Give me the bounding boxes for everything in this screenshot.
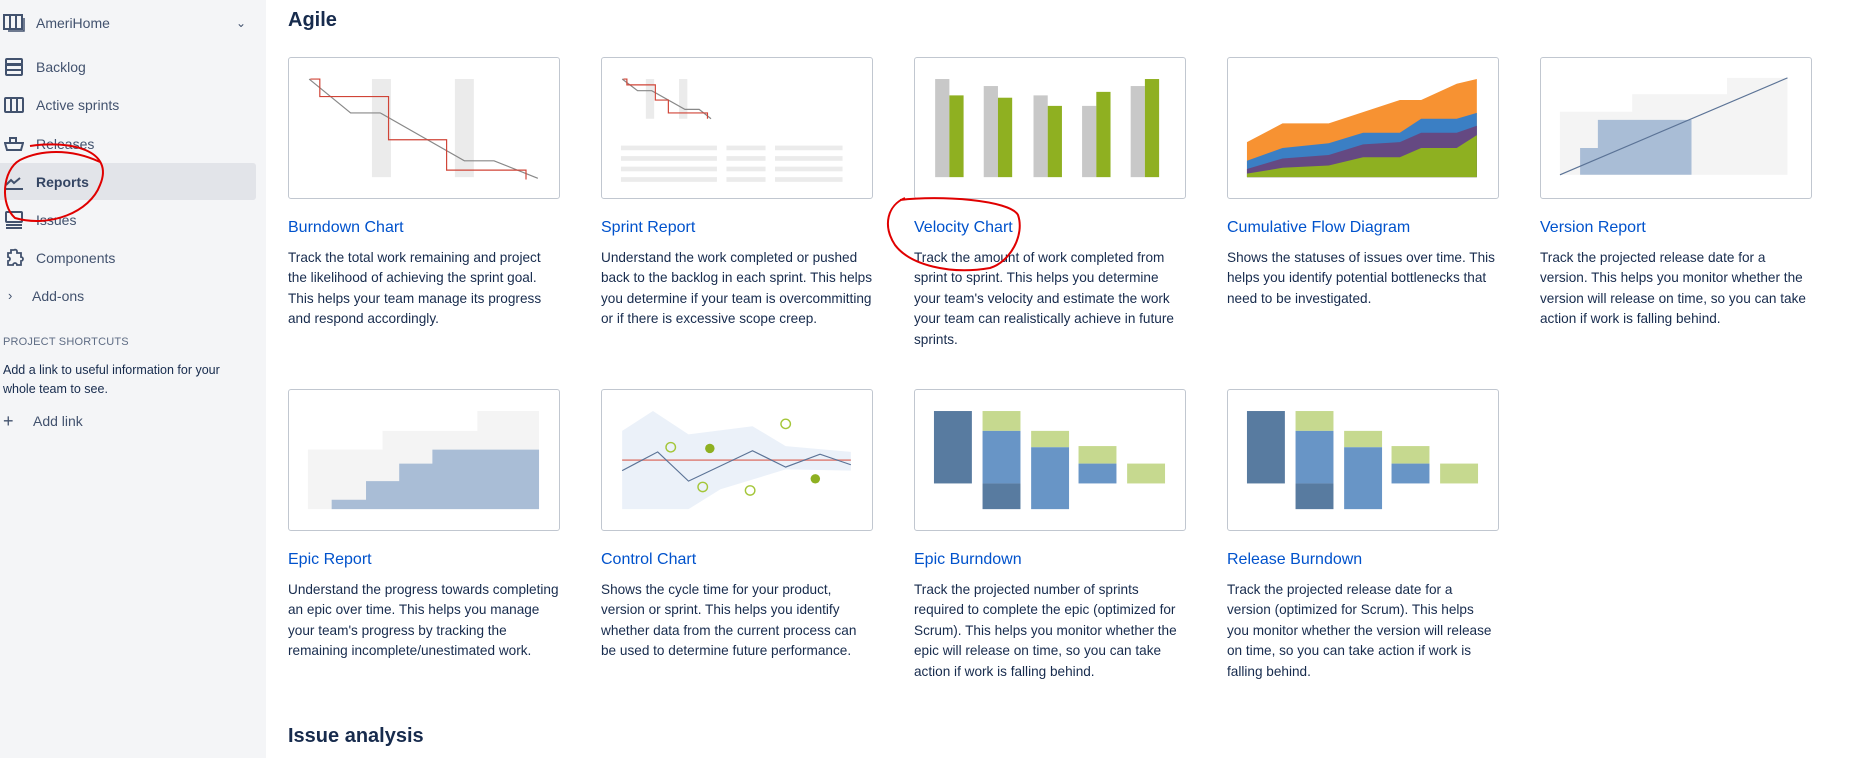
report-card-version-report: Version Report Track the projected relea… <box>1540 57 1812 389</box>
report-card-cumulative-flow: Cumulative Flow Diagram Shows the status… <box>1227 57 1499 389</box>
chevron-right-icon: › <box>8 288 13 303</box>
report-link-release-burndown[interactable]: Release Burndown <box>1227 551 1363 568</box>
velocity-thumbnail[interactable] <box>914 57 1186 199</box>
report-link-control-chart[interactable]: Control Chart <box>601 551 697 568</box>
sidebar-item-backlog[interactable]: Backlog <box>0 48 256 85</box>
report-link-burndown[interactable]: Burndown Chart <box>288 219 404 236</box>
report-link-epic-report[interactable]: Epic Report <box>288 551 372 568</box>
report-description: Track the projected release date for a v… <box>1227 582 1492 679</box>
shortcuts-text: Add a link to useful information for you… <box>3 363 220 396</box>
project-switcher[interactable]: AmeriHome ⌄ <box>0 8 266 38</box>
plus-icon: + <box>3 410 14 431</box>
report-description: Shows the statuses of issues over time. … <box>1227 250 1495 306</box>
report-description: Understand the work completed or pushed … <box>601 250 873 327</box>
board-columns-icon <box>4 97 24 113</box>
backlog-icon <box>5 58 23 76</box>
sidebar-item-label: Active sprints <box>36 96 120 113</box>
section-title-issue-analysis: Issue analysis <box>288 725 424 747</box>
burndown-thumbnail[interactable] <box>288 57 560 199</box>
report-description: Track the amount of work completed from … <box>914 250 1174 347</box>
report-card-sprint-report: Sprint Report Understand the work comple… <box>601 57 873 389</box>
sidebar-item-label: Backlog <box>36 58 86 75</box>
epic-report-thumbnail[interactable] <box>288 389 560 531</box>
section-title-agile: Agile <box>288 9 337 31</box>
project-name: AmeriHome <box>36 15 110 31</box>
sidebar-item-label: Releases <box>36 135 95 152</box>
sidebar-item-label: Components <box>36 249 116 266</box>
report-link-velocity[interactable]: Velocity Chart <box>914 219 1013 236</box>
release-burndown-thumbnail[interactable] <box>1227 389 1499 531</box>
sidebar-item-add-ons[interactable]: › Add-ons <box>0 277 256 314</box>
reports-grid: Burndown Chart Track the total work rema… <box>288 57 1812 721</box>
sidebar-item-active-sprints[interactable]: Active sprints <box>0 86 256 123</box>
cumulative-flow-thumbnail[interactable] <box>1227 57 1499 199</box>
report-card-epic-report: Epic Report Understand the progress towa… <box>288 389 560 721</box>
report-description: Track the projected release date for a v… <box>1540 250 1806 327</box>
report-card-release-burndown: Release Burndown Track the projected rel… <box>1227 389 1499 721</box>
sidebar-item-components[interactable]: Components <box>0 239 256 276</box>
issues-icon <box>5 211 23 229</box>
sidebar-item-releases[interactable]: Releases <box>0 125 256 162</box>
report-link-sprint-report[interactable]: Sprint Report <box>601 219 696 236</box>
report-card-epic-burndown: Epic Burndown Track the projected number… <box>914 389 1186 721</box>
add-link-label: Add link <box>33 413 83 429</box>
sidebar: AmeriHome ⌄ Backlog Active sprints Relea… <box>0 0 266 758</box>
report-card-velocity: Velocity Chart Track the amount of work … <box>914 57 1186 389</box>
ship-icon <box>4 137 24 151</box>
chevron-down-icon[interactable]: ⌄ <box>236 16 247 30</box>
report-description: Track the projected number of sprints re… <box>914 582 1177 679</box>
epic-burndown-thumbnail[interactable] <box>914 389 1186 531</box>
board-icon <box>3 14 25 32</box>
sidebar-item-label: Add-ons <box>32 287 85 304</box>
sidebar-item-label: Issues <box>36 211 77 228</box>
report-card-control-chart: Control Chart Shows the cycle time for y… <box>601 389 873 721</box>
control-chart-thumbnail[interactable] <box>601 389 873 531</box>
report-card-burndown: Burndown Chart Track the total work rema… <box>288 57 560 389</box>
report-link-cumulative-flow[interactable]: Cumulative Flow Diagram <box>1227 219 1411 236</box>
report-description: Understand the progress towards completi… <box>288 582 559 659</box>
version-report-thumbnail[interactable] <box>1540 57 1812 199</box>
report-description: Track the total work remaining and proje… <box>288 250 542 327</box>
sidebar-item-label: Reports <box>36 173 89 190</box>
report-link-epic-burndown[interactable]: Epic Burndown <box>914 551 1022 568</box>
shortcuts-heading: PROJECT SHORTCUTS <box>3 336 129 348</box>
report-description: Shows the cycle time for your product, v… <box>601 582 857 659</box>
chart-trend-icon <box>5 177 23 190</box>
add-link-button[interactable]: + Add link <box>3 411 83 431</box>
sprint-report-thumbnail[interactable] <box>601 57 873 199</box>
sidebar-item-reports[interactable]: Reports <box>0 163 256 200</box>
sidebar-item-issues[interactable]: Issues <box>0 201 256 238</box>
puzzle-icon <box>7 248 24 266</box>
report-link-version-report[interactable]: Version Report <box>1540 219 1646 236</box>
